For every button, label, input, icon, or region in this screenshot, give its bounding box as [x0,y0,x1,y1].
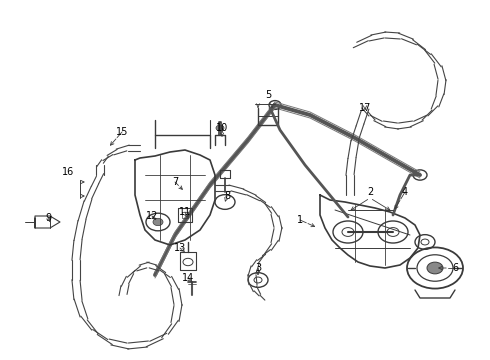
Text: 13: 13 [174,243,186,253]
Text: 10: 10 [216,123,228,133]
Text: 16: 16 [62,167,74,177]
Text: 6: 6 [452,263,458,273]
Circle shape [269,100,281,109]
Text: 7: 7 [172,177,178,187]
Text: 17: 17 [359,103,371,113]
Text: 9: 9 [45,213,51,223]
Text: 2: 2 [367,187,373,197]
Text: 11: 11 [179,207,191,217]
Circle shape [153,218,163,226]
Text: 1: 1 [297,215,303,225]
Text: 3: 3 [255,263,261,273]
Text: 12: 12 [146,211,158,221]
Circle shape [427,262,443,274]
Circle shape [216,125,224,131]
Text: 14: 14 [182,273,194,283]
Text: 15: 15 [116,127,128,137]
Text: 5: 5 [265,90,271,100]
Text: 4: 4 [402,187,408,197]
Circle shape [413,170,427,180]
Text: 8: 8 [224,191,230,201]
